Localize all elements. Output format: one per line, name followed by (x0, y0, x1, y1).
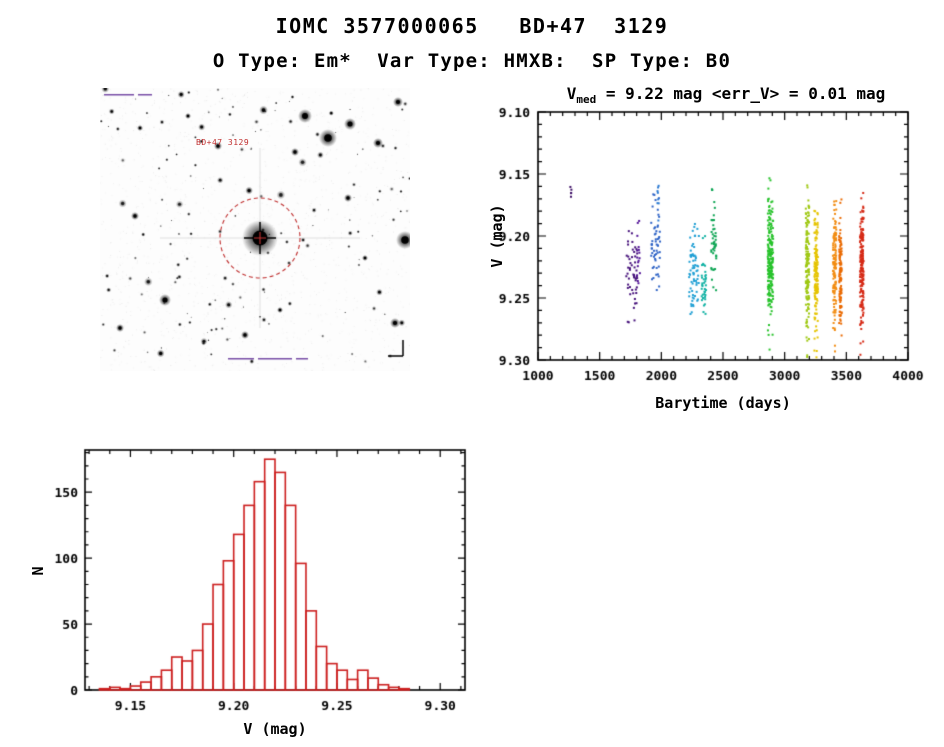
lightcurve-title-rest: = 9.22 mag <err_V> = 0.01 mag (596, 84, 886, 103)
lightcurve-ylabel: V (mag) (488, 204, 506, 268)
star-field-image (100, 88, 410, 371)
lightcurve-canvas (470, 84, 944, 414)
target-label: BD+47 3129 (196, 138, 250, 147)
histogram-xlabel: V (mag) (243, 720, 307, 738)
page-subtitle: O Type: Em* Var Type: HMXB: SP Type: B0 (212, 50, 732, 72)
lightcurve-title-prefix: V (566, 84, 577, 103)
page-title: IOMC 3577000065 BD+47 3129 (275, 14, 669, 38)
lightcurve-title: Vmed = 9.22 mag <err_V> = 0.01 mag (520, 84, 932, 106)
lightcurve-title-subscript: med (576, 93, 597, 107)
lightcurve-xlabel: Barytime (days) (655, 394, 791, 412)
histogram-ylabel: N (29, 566, 47, 576)
histogram-canvas (30, 432, 490, 722)
finder-chart-panel: BD+47 3129 (100, 88, 410, 371)
